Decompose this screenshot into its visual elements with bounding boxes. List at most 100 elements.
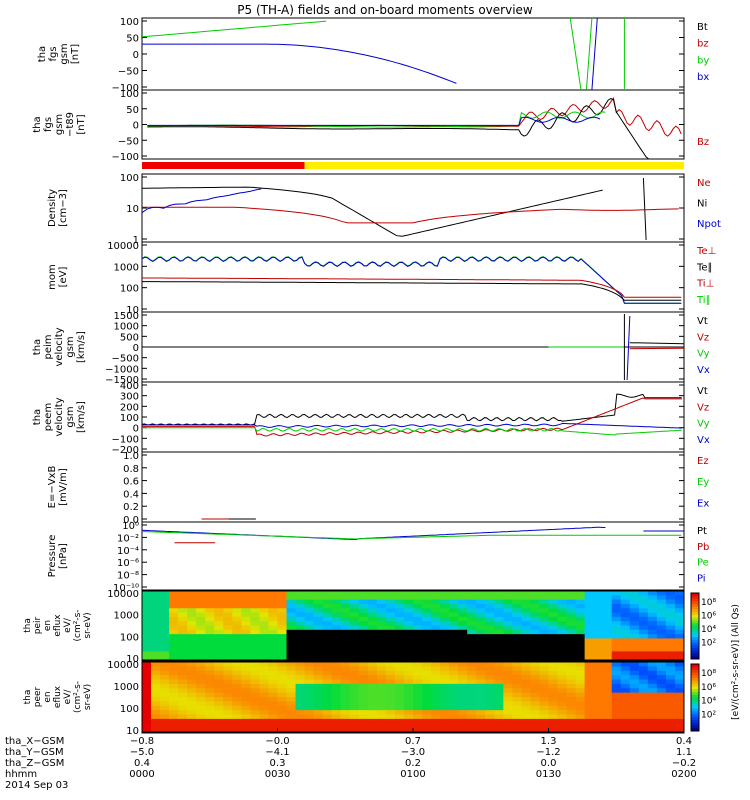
peer-spectrogram-cell bbox=[629, 714, 640, 720]
peir-spectrogram-cell bbox=[205, 634, 215, 639]
peir-spectrogram-cell bbox=[241, 625, 251, 631]
peir-spectrogram-cell bbox=[169, 595, 179, 601]
peer-spectrogram-cell bbox=[611, 697, 622, 702]
legend-entry: Ti∥ bbox=[696, 295, 711, 306]
colorbar-tick: 10² bbox=[701, 710, 716, 720]
peir-spectrogram-cell bbox=[214, 634, 224, 639]
peir-spectrogram-cell bbox=[160, 629, 170, 635]
peir-spectrogram-cell bbox=[521, 651, 531, 657]
peir-spectrogram-cell bbox=[539, 591, 549, 596]
y-tick-label: 10⁰ bbox=[122, 521, 139, 532]
peir-spectrogram-cell bbox=[530, 595, 540, 601]
series-bx bbox=[147, 116, 601, 126]
peer-spectrogram-cell bbox=[620, 683, 631, 689]
peir-spectrogram-cell bbox=[223, 621, 233, 626]
peir-spectrogram-cell bbox=[142, 595, 152, 601]
peir-spectrogram-cell bbox=[413, 608, 423, 614]
peir-spectrogram-cell bbox=[313, 595, 324, 601]
peer-spectrogram-cell bbox=[349, 675, 360, 680]
colorbar-cell bbox=[691, 714, 699, 718]
peir-spectrogram-cell bbox=[431, 642, 441, 648]
peer-spectrogram-cell bbox=[539, 692, 549, 698]
peir-spectrogram-cell bbox=[277, 616, 288, 622]
peir-spectrogram-cell bbox=[250, 634, 260, 639]
peer-spectrogram-cell bbox=[160, 679, 170, 685]
peer-spectrogram-cell bbox=[403, 666, 414, 672]
peir-spectrogram-cell bbox=[259, 651, 269, 657]
peer-spectrogram-cell bbox=[467, 701, 477, 707]
peer-spectrogram-cell bbox=[620, 701, 631, 707]
peer-spectrogram-cell bbox=[250, 718, 260, 724]
peer-spectrogram-cell bbox=[214, 727, 224, 733]
colorbar-tick: 10⁴ bbox=[701, 625, 716, 635]
peir-spectrogram-cell bbox=[142, 638, 152, 644]
peer-spectrogram-cell bbox=[557, 662, 568, 667]
peir-spectrogram-cell bbox=[476, 638, 486, 644]
peir-spectrogram-cell bbox=[539, 651, 549, 657]
peir-spectrogram-cell bbox=[277, 638, 288, 644]
y-tick-label: 0 bbox=[133, 50, 139, 61]
peer-spectrogram-cell bbox=[277, 727, 288, 733]
peer-spectrogram-cell bbox=[331, 662, 342, 667]
peer-spectrogram-cell bbox=[403, 688, 414, 694]
peer-spectrogram-cell bbox=[557, 701, 568, 707]
peir-spectrogram-cell bbox=[331, 608, 342, 614]
peer-spectrogram-cell bbox=[304, 697, 315, 702]
y-axis-label: [km/s] bbox=[76, 401, 87, 433]
peer-spectrogram-cell bbox=[575, 688, 586, 694]
peer-spectrogram-cell bbox=[232, 692, 242, 698]
peer-spectrogram-cell bbox=[205, 714, 215, 720]
peer-spectrogram-cell bbox=[674, 718, 685, 724]
peir-spectrogram-cell bbox=[259, 625, 269, 631]
peer-spectrogram-cell bbox=[611, 683, 622, 689]
peer-spectrogram-cell bbox=[205, 727, 215, 733]
peir-spectrogram-cell bbox=[376, 634, 387, 639]
peir-spectrogram-cell bbox=[349, 616, 360, 622]
peir-spectrogram-cell bbox=[422, 642, 432, 648]
peir-spectrogram-cell bbox=[394, 655, 405, 661]
peir-spectrogram-cell bbox=[656, 621, 667, 626]
peer-spectrogram-cell bbox=[187, 701, 197, 707]
peir-spectrogram-cell bbox=[602, 651, 613, 657]
peer-spectrogram-cell bbox=[250, 705, 260, 711]
peir-spectrogram-cell bbox=[241, 591, 251, 596]
colorbar-cell bbox=[691, 677, 699, 682]
y-tick-label: −50 bbox=[118, 136, 139, 147]
peir-spectrogram-cell bbox=[358, 638, 369, 644]
peir-spectrogram-cell bbox=[449, 599, 459, 605]
peer-spectrogram-cell bbox=[638, 666, 649, 672]
peir-spectrogram-cell bbox=[422, 651, 432, 657]
peer-spectrogram-cell bbox=[638, 718, 649, 724]
peer-spectrogram-cell bbox=[214, 675, 224, 680]
peir-spectrogram-cell bbox=[232, 616, 242, 622]
peer-spectrogram-cell bbox=[394, 714, 405, 720]
colorbar-cell bbox=[691, 672, 699, 676]
peer-spectrogram-cell bbox=[575, 714, 586, 720]
peir-spectrogram-cell bbox=[656, 595, 667, 601]
peer-spectrogram-cell bbox=[467, 727, 477, 733]
peer-spectrogram-cell bbox=[476, 710, 486, 715]
peir-spectrogram-cell bbox=[358, 599, 369, 605]
peir-spectrogram-cell bbox=[584, 655, 595, 661]
peir-spectrogram-cell bbox=[539, 612, 549, 618]
peer-spectrogram-cell bbox=[205, 710, 215, 715]
peir-spectrogram-cell bbox=[331, 629, 342, 635]
y-axis-label: tha bbox=[23, 618, 33, 633]
peir-spectrogram-cell bbox=[593, 642, 604, 648]
peer-spectrogram-cell bbox=[313, 692, 324, 698]
peer-spectrogram-cell bbox=[539, 710, 549, 715]
peer-spectrogram-cell bbox=[638, 697, 649, 702]
peer-spectrogram-cell bbox=[340, 670, 351, 676]
peer-spectrogram-cell bbox=[512, 710, 522, 715]
peer-spectrogram-cell bbox=[376, 666, 387, 672]
peir-spectrogram-cell bbox=[232, 651, 242, 657]
legend-entry: Vt bbox=[697, 316, 708, 327]
peer-spectrogram-cell bbox=[413, 688, 423, 694]
peer-spectrogram-cell bbox=[268, 723, 278, 729]
peir-spectrogram-cell bbox=[313, 655, 324, 661]
peir-spectrogram-cell bbox=[178, 625, 188, 631]
peer-spectrogram-cell bbox=[611, 688, 622, 694]
peir-spectrogram-cell bbox=[214, 612, 224, 618]
peer-spectrogram-cell bbox=[422, 727, 432, 733]
peir-spectrogram-cell bbox=[151, 625, 161, 631]
